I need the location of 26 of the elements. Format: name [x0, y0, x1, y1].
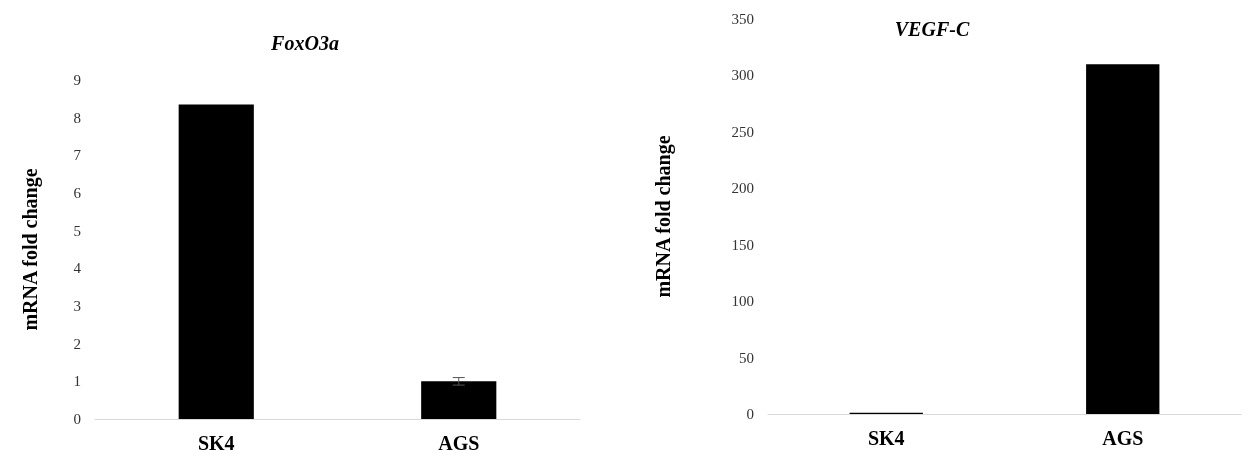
y-tick-label: 8 [73, 109, 81, 126]
y-tick-label: 300 [731, 67, 754, 84]
y-tick-label: 9 [73, 72, 81, 88]
y-tick-label: 3 [73, 298, 81, 314]
y-tick-label: 200 [731, 180, 754, 197]
y-tick-label: 0 [73, 411, 81, 427]
y-tick-label: 4 [73, 260, 82, 277]
chart-title: VEGF-C [894, 18, 970, 40]
y-tick-label: 50 [739, 349, 754, 366]
y-axis-title: mRNA fold change [652, 135, 675, 298]
y-tick-label: 0 [746, 406, 754, 422]
x-tick-label: AGS [1102, 427, 1144, 449]
y-tick-label: 7 [73, 147, 82, 164]
x-tick-label: SK4 [197, 432, 235, 454]
x-tick-label: AGS [438, 432, 480, 454]
y-tick-label: 250 [731, 123, 754, 140]
y-tick-label: 1 [73, 373, 81, 390]
y-tick-label: 6 [73, 185, 82, 201]
y-tick-label: 350 [731, 11, 754, 27]
y-tick-label: 2 [73, 335, 81, 352]
y-tick-label: 150 [731, 236, 754, 253]
y-axis-title: mRNA fold change [19, 168, 42, 331]
x-tick-label: SK4 [867, 427, 905, 449]
chart-title: FoxO3a [270, 32, 339, 54]
y-tick-label: 5 [73, 222, 81, 239]
y-tick-label: 100 [731, 293, 754, 310]
